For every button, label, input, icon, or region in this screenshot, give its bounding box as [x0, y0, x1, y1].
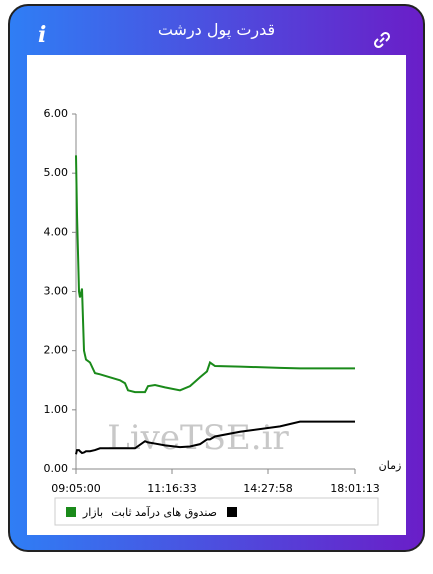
y-tick-label: 0.00	[44, 462, 69, 475]
legend-swatch	[66, 507, 76, 517]
series-line	[75, 155, 355, 394]
x-tick-label: 18:01:13	[330, 482, 379, 495]
watermark: LiveTSE.ir	[107, 418, 289, 458]
legend-swatch	[227, 507, 237, 517]
chart-panel	[27, 55, 406, 535]
x-tick-label: 14:27:58	[243, 482, 292, 495]
header-title: قدرت پول درشت	[157, 20, 276, 39]
y-tick-label: 5.00	[44, 166, 69, 179]
x-tick-label: 11:16:33	[147, 482, 196, 495]
link-button[interactable]	[372, 30, 392, 50]
y-tick-label: 1.00	[44, 403, 69, 416]
info-button[interactable]: i	[38, 22, 47, 48]
legend-label: بازار	[82, 506, 103, 519]
series-line	[75, 420, 355, 455]
y-tick-label: 3.00	[44, 285, 69, 298]
y-tick-label: 4.00	[44, 225, 69, 238]
y-tick-label: 6.00	[44, 107, 69, 120]
legend	[54, 497, 379, 526]
legend-label: صندوق های درآمد ثابت	[111, 505, 217, 519]
y-tick-label: 2.00	[44, 344, 69, 357]
x-axis-label: زمان	[379, 459, 402, 472]
x-tick-label: 09:05:00	[51, 482, 100, 495]
